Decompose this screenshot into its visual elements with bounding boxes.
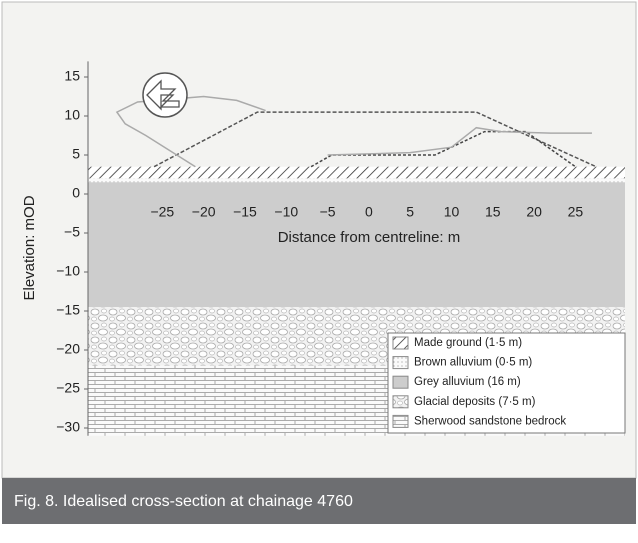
y-tick-label: 10 — [64, 107, 80, 123]
caption: Fig. 8. Idealised cross-section at chain… — [14, 493, 353, 510]
legend-label: Glacial deposits (7·5 m) — [414, 396, 536, 408]
legend-swatch — [393, 357, 408, 369]
x-tick-label: −20 — [192, 204, 216, 220]
y-tick-label: 5 — [72, 146, 80, 162]
x-tick-label: −10 — [274, 204, 298, 220]
y-axis-label: Elevation: mOD — [21, 195, 38, 300]
legend-swatch — [393, 396, 408, 408]
legend-label: Made ground (1·5 m) — [414, 337, 522, 349]
y-tick-label: −10 — [56, 263, 80, 279]
x-tick-label: 0 — [365, 204, 373, 220]
x-tick-label: −5 — [320, 204, 336, 220]
layer — [88, 178, 625, 182]
legend-swatch — [393, 376, 408, 388]
y-tick-label: 0 — [72, 185, 80, 201]
y-tick-label: −25 — [56, 380, 80, 396]
x-tick-label: −15 — [233, 204, 257, 220]
legend-swatch — [393, 337, 408, 349]
y-tick-label: −5 — [64, 224, 80, 240]
x-tick-label: 5 — [406, 204, 414, 220]
x-tick-label: 20 — [526, 204, 542, 220]
layer — [88, 167, 625, 179]
legend-label: Brown alluvium (0·5 m) — [414, 357, 532, 369]
x-tick-label: 25 — [568, 204, 584, 220]
legend-label: Grey alluvium (16 m) — [414, 376, 521, 388]
y-tick-label: −30 — [56, 419, 80, 435]
x-axis-label: Distance from centreline: m — [278, 229, 461, 246]
north-arrow — [143, 73, 187, 117]
legend-label: Sherwood sandstone bedrock — [414, 415, 566, 427]
legend-swatch — [393, 415, 408, 427]
x-tick-label: 10 — [444, 204, 460, 220]
figure: 15 10 5 0 −5 −10 −15 −20 −25 −30 −25 −20 −15 −10 −5 0 5 1… — [0, 0, 638, 543]
y-tick-label: −15 — [56, 302, 80, 318]
y-tick-label: 15 — [64, 68, 80, 84]
y-tick-label: −20 — [56, 341, 80, 357]
x-tick-label: 15 — [485, 204, 501, 220]
x-tick-label: −25 — [150, 204, 174, 220]
